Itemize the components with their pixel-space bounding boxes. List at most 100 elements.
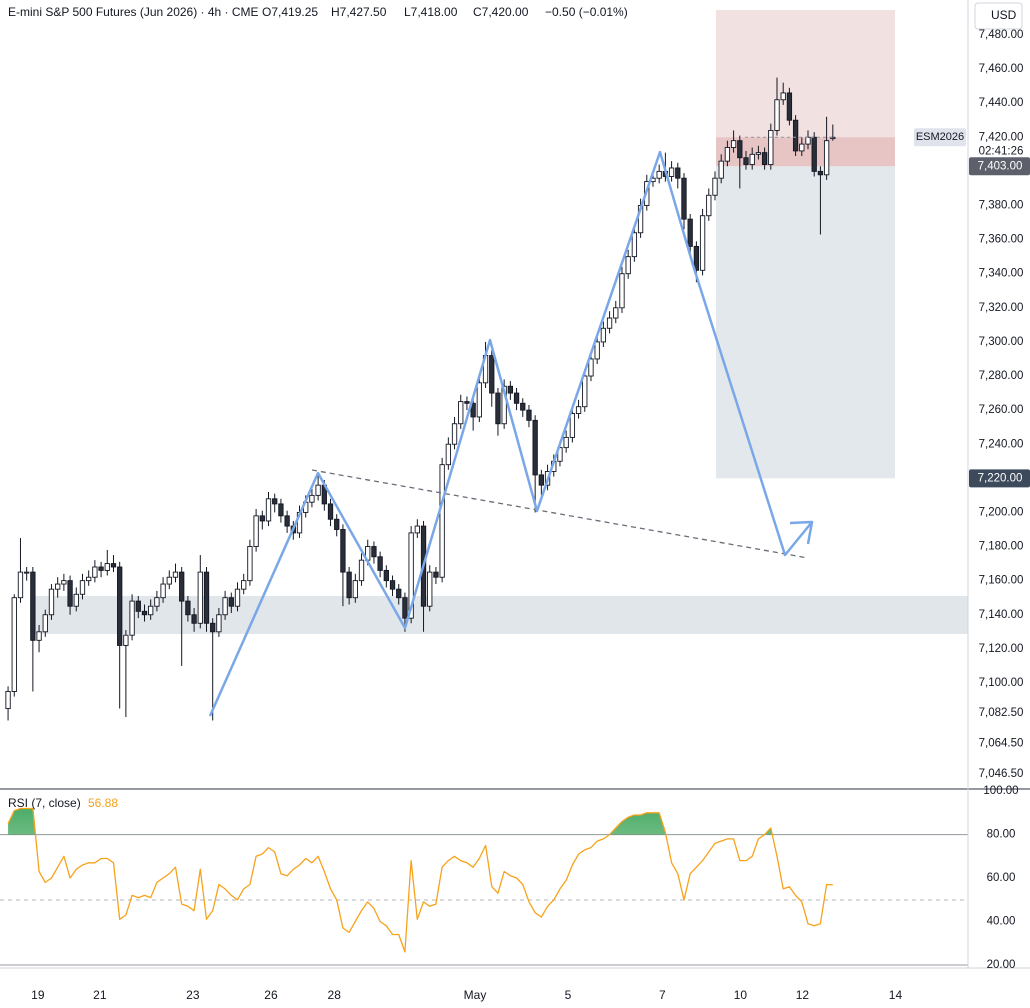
candle-body [148, 605, 154, 616]
currency-box[interactable] [974, 2, 1023, 30]
candle-body [160, 583, 166, 599]
x-tick-label: 12 [796, 988, 810, 1002]
candle-body [154, 597, 160, 607]
rsi-tick-label: 60.00 [987, 872, 1016, 884]
candle-body [123, 634, 129, 646]
candle-body [687, 218, 693, 247]
y-tick-label: 7,140.00 [979, 609, 1024, 621]
candle-body [526, 409, 532, 421]
candle-body [278, 503, 284, 517]
close-label: C7,420.00 [473, 5, 529, 19]
candle-body [241, 580, 247, 590]
candle-body [110, 563, 117, 568]
candle-body [141, 610, 148, 616]
x-tick-label: 7 [659, 988, 666, 1002]
candle-body [42, 614, 48, 633]
candle-body [600, 327, 607, 343]
candle-body [563, 436, 569, 449]
candle-body [104, 563, 110, 571]
rsi-tick-label: 80.00 [987, 829, 1016, 841]
y-tick-label: 7,160.00 [979, 575, 1024, 587]
candle-body [129, 600, 135, 636]
candle-body [755, 152, 762, 155]
candle-body [24, 571, 30, 574]
candle-body [594, 341, 600, 360]
candle-body [259, 515, 265, 522]
candle-body [675, 167, 681, 179]
entry-price-box [969, 157, 1030, 176]
candle-body [327, 503, 334, 520]
candle-body [830, 136, 836, 140]
candle-body [501, 385, 507, 425]
candle-body [55, 583, 61, 590]
y-tick-label: 7,340.00 [979, 268, 1024, 280]
candle-body [396, 588, 402, 599]
y-tick-label: 7,100.00 [979, 677, 1024, 689]
candle-body [414, 525, 420, 534]
candle-body [48, 588, 55, 616]
last-price-label: 7,420.00 [979, 131, 1024, 143]
candle-body [805, 136, 811, 145]
x-tick-label: May [464, 988, 487, 1002]
rsi-line [7, 807, 833, 953]
y-tick-label: 7,280.00 [979, 370, 1024, 382]
x-tick-label: 14 [889, 988, 903, 1002]
candle-body [823, 140, 830, 176]
candle-body [166, 576, 172, 585]
candle-body [792, 119, 799, 152]
y-tick-label: 7,240.00 [979, 438, 1024, 450]
candle-body [569, 413, 576, 438]
candle-body [786, 92, 793, 121]
y-tick-label: 7,360.00 [979, 234, 1024, 246]
x-tick-label: 28 [328, 988, 342, 1002]
candle-body [780, 92, 786, 101]
candle-body [377, 556, 383, 571]
candle-body [749, 153, 755, 166]
candle-body [619, 273, 625, 309]
candle-body [61, 580, 67, 585]
candle-body [718, 160, 724, 179]
candle-body [706, 194, 712, 217]
y-tick-label: 7,200.00 [979, 506, 1024, 518]
candle-body [371, 546, 377, 558]
y-tick-label: 7,082.50 [979, 707, 1024, 719]
rsi-tick-label: 40.00 [987, 916, 1016, 928]
candle-body [489, 355, 495, 394]
candle-body [17, 571, 24, 599]
candle-body [402, 597, 408, 619]
zigzag-line [208, 150, 813, 717]
candle-body [737, 140, 743, 159]
candle-body [265, 498, 272, 522]
target-zone [716, 166, 895, 479]
target-price-label: 7,220.00 [978, 472, 1023, 484]
y-tick-label: 7,480.00 [979, 29, 1024, 41]
candle-body [445, 443, 451, 466]
candle-body [67, 580, 73, 607]
candle-body [98, 566, 104, 571]
candle-body [625, 256, 631, 275]
support-zone [30, 596, 968, 634]
candle-body [309, 494, 315, 503]
symbol-box [914, 128, 966, 147]
x-tick-label: 5 [565, 988, 572, 1002]
candle-body [92, 566, 98, 578]
candle-body [284, 515, 290, 527]
candle-body [631, 232, 638, 258]
trend-line [311, 469, 809, 559]
candle-body [520, 402, 526, 411]
candle-body [203, 571, 210, 624]
candle-body [346, 571, 352, 599]
candle-body [817, 170, 824, 176]
candle-body [532, 419, 538, 476]
candle-body [699, 215, 706, 271]
candle-body [408, 532, 414, 619]
candle-body [606, 317, 613, 329]
candle-body [79, 580, 86, 595]
candle-body [464, 401, 470, 404]
candle-body [507, 385, 514, 394]
candle-body [743, 157, 749, 166]
candle-body [352, 580, 358, 599]
arrow-head [789, 520, 814, 545]
candle-body [668, 167, 675, 177]
